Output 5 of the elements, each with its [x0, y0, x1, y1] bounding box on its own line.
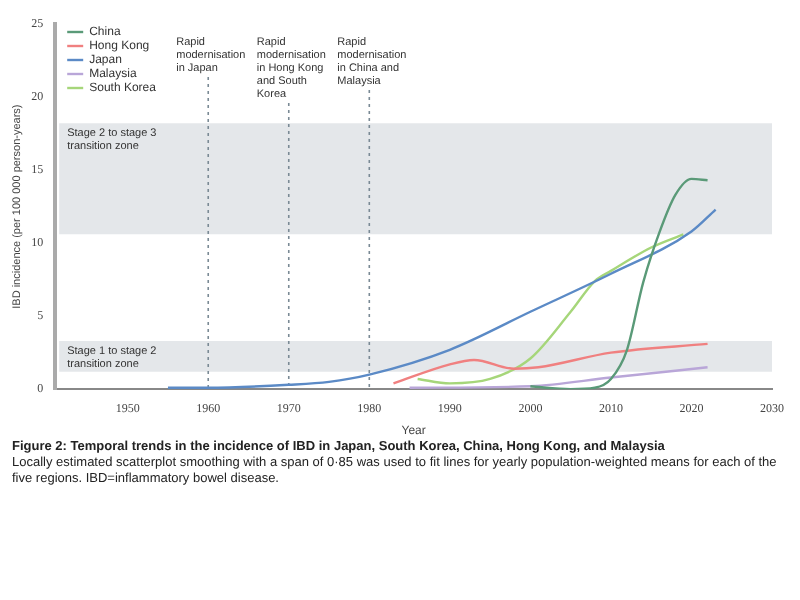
line-series: [529, 177, 709, 390]
line-series: [166, 208, 717, 389]
line-series: [408, 366, 709, 389]
line-series: [392, 342, 709, 385]
line-series: [416, 233, 685, 385]
